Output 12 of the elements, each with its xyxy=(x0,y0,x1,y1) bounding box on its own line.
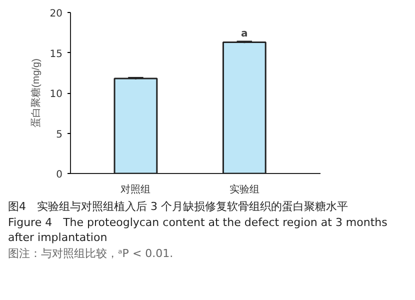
y-tick-label: 15 xyxy=(50,48,63,60)
y-tick-label: 0 xyxy=(56,170,63,180)
y-tick-label: 20 xyxy=(50,8,63,20)
text: 图注：与对照组比较，ᵃP < 0.01. xyxy=(8,246,174,261)
text: Figure 4 The proteoglycan content at the defect region at 3 months after implantation xyxy=(8,215,388,245)
text: 图4 实验组与对照组植入后 3 个月缺损修复软骨组织的蛋白聚糖水平 xyxy=(8,199,348,214)
x-tick-label: 实验组 xyxy=(229,184,260,196)
x-tick-label: 对照组 xyxy=(120,184,151,196)
y-tick-label: 5 xyxy=(56,129,63,140)
annotation: a xyxy=(241,28,248,40)
y-axis-title: 蛋白聚糖(mg/g) xyxy=(30,58,42,128)
y-tick-label: 10 xyxy=(50,89,63,100)
